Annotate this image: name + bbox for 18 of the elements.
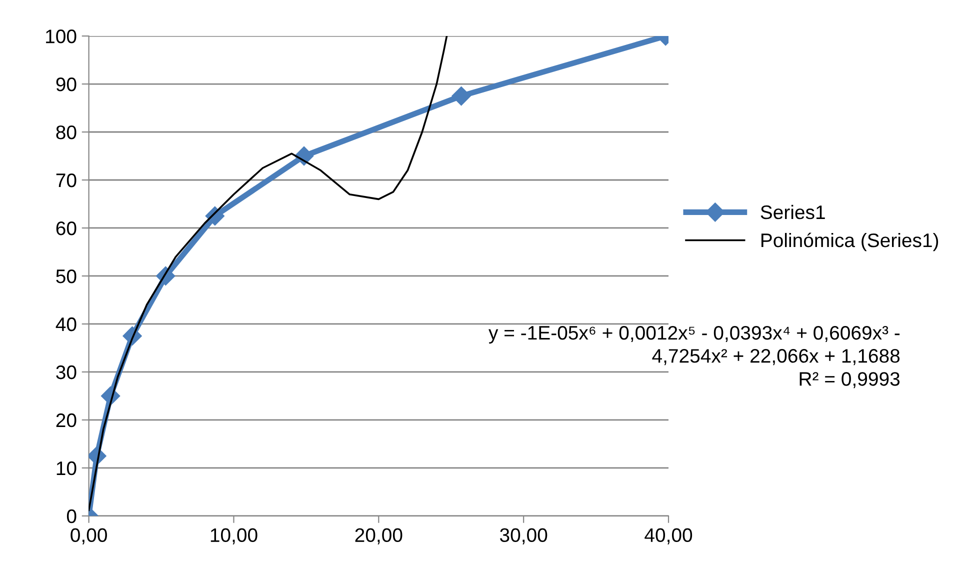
legend-label: Polinómica (Series1) [761,232,938,252]
y-tick-label: 10 [56,461,76,476]
y-tick-label: 60 [56,221,76,236]
y-tick-label: 40 [56,317,76,332]
y-tick-label: 0 [66,509,76,524]
y-tick-label: 20 [56,413,76,428]
y-tick-label: 80 [56,125,76,140]
x-tick-label: 20,00 [355,528,402,544]
x-tick-label: 0,00 [70,528,107,544]
y-tick-label: 30 [56,365,76,380]
x-tick-label: 10,00 [210,528,258,544]
y-tick-label: 50 [56,269,76,284]
y-tick-label: 70 [56,173,76,188]
x-tick-label: 30,00 [500,528,548,544]
x-tick-label: 40,00 [644,528,692,544]
y-tick-label: 90 [56,77,76,92]
legend-label: Series1 [760,204,825,220]
y-tick-label: 100 [46,29,76,44]
